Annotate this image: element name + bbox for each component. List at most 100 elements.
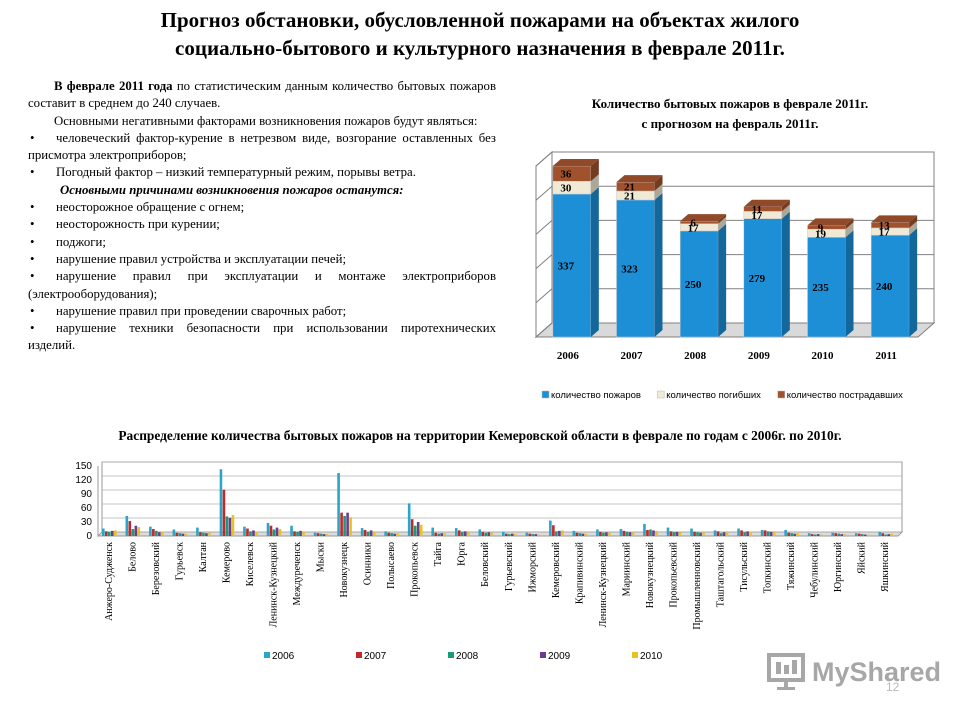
x-tick-label: 2007: [621, 350, 644, 362]
stack-segment-side: [590, 174, 599, 195]
page-title-line1: Прогноз обстановки, обусловленной пожара…: [160, 8, 800, 32]
data-label: 21: [624, 190, 635, 202]
bullet-icon: •: [30, 303, 35, 318]
stack-segment-side: [590, 159, 599, 182]
stack-segment-top: [807, 218, 854, 226]
gridline: [535, 288, 934, 304]
legend-swatch: [777, 390, 786, 399]
stack-segment-top: [743, 199, 790, 207]
stack-segment: [616, 190, 655, 201]
stack-segment: [743, 211, 783, 219]
stack-segment-side: [909, 215, 918, 228]
page-title: Прогноз обстановки, обусловленной пожара…: [20, 6, 940, 62]
stack-segment: [552, 181, 592, 195]
cause-text: нарушение техники безопасности при испол…: [28, 321, 496, 353]
factors-intro: Основными негативными факторами возникно…: [54, 113, 478, 128]
stack-segment-side: [590, 187, 599, 337]
legend-label: количество пожаров: [551, 390, 641, 401]
stacked-chart-title-line1: Количество бытовых пожаров в феврале 201…: [591, 96, 869, 111]
data-label: 6: [690, 217, 696, 229]
stack-segment: [552, 165, 592, 182]
bullet-icon: •: [30, 321, 35, 336]
logo-text: MyShared: [812, 657, 942, 687]
stack-segment-side: [781, 204, 790, 219]
cause-text: неосторожное обращение с огнем;: [56, 200, 245, 215]
stack-segment: [870, 227, 910, 236]
myshared-logo: MyShared: [766, 652, 952, 696]
gridline: [535, 322, 934, 338]
data-label: 337: [558, 261, 575, 273]
stack-segment-side: [781, 211, 790, 337]
stack-segment-side: [718, 223, 727, 337]
x-tick-label: 2011: [875, 350, 896, 362]
data-label: 17: [751, 210, 763, 222]
bullet-icon: •: [30, 234, 35, 249]
data-label: 11: [752, 204, 762, 216]
stack-segment: [870, 222, 910, 229]
stacked-chart-title-line2: с прогнозом на февраль 2011г.: [641, 116, 819, 131]
stack-segment-side: [909, 228, 918, 337]
data-label: 36: [560, 169, 572, 181]
stack-segment: [743, 218, 783, 338]
side-wall: [535, 150, 553, 339]
data-label: 323: [621, 263, 638, 275]
stack-segment: [616, 199, 655, 338]
stack-segment: [807, 237, 846, 338]
stack-segment: [552, 193, 592, 338]
data-label: 279: [749, 273, 766, 285]
gridline: [535, 185, 934, 201]
data-label: 30: [560, 183, 572, 195]
data-label: 17: [879, 227, 891, 239]
stack-segment: [807, 228, 846, 238]
stack-segment-side: [909, 220, 918, 236]
x-tick-label: 2008: [684, 350, 707, 362]
data-label: 17: [688, 222, 700, 234]
cause-text: поджоги;: [56, 234, 106, 249]
stack-segment-top: [680, 214, 727, 222]
factor-text: человеческий фактор-курение в нетрезвом …: [28, 130, 496, 163]
presentation-icon: [767, 653, 805, 690]
cause-text: нарушение правил при проведении сварочны…: [56, 303, 347, 318]
stack-segment-side: [845, 222, 854, 238]
data-label: 13: [879, 220, 891, 232]
data-label: 19: [815, 228, 827, 240]
cause-text: нарушение правил устройства и эксплуатац…: [56, 251, 346, 266]
cause-item: • нарушение правил при эксплуатации и мон…: [28, 268, 496, 303]
stack-segment-side: [654, 192, 663, 337]
legend-label: количество погибших: [666, 390, 761, 401]
bullet-icon: •: [30, 165, 35, 180]
stacked-chart-plot: 3373036200632321212007250176200827917112…: [534, 150, 936, 362]
forecast-rest: по статистическим данным количество быто…: [28, 79, 496, 111]
stack-segment-side: [845, 218, 854, 230]
gridline: [535, 254, 934, 269]
forecast-lead: В феврале 2011 года: [54, 79, 173, 93]
data-label: 250: [685, 279, 702, 291]
stacked-legend: количество пожаров количество погибших кол…: [541, 390, 903, 401]
factor-item: • Погодный фактор – низкий температурный …: [28, 164, 496, 181]
stack-segment-top: [552, 159, 599, 166]
cause-item: • нарушение правил устройства и эксплуата…: [28, 251, 496, 268]
bullet-icon: •: [30, 251, 35, 266]
x-tick-label: 2009: [748, 350, 771, 362]
causes-heading: Основными причинами возникновения пожаро…: [60, 182, 404, 197]
data-label: 21: [624, 182, 635, 194]
stack-segment: [807, 225, 846, 230]
stack-segment: [679, 223, 719, 232]
cause-text: нарушение правил при эксплуатации и монт…: [28, 269, 496, 301]
stack-segment-side: [781, 199, 790, 212]
gridline: [535, 219, 934, 235]
stack-segment: [743, 206, 783, 212]
cause-text: неосторожность при курении;: [56, 217, 220, 232]
cause-item: • поджоги;: [28, 234, 496, 251]
stack-segment-top: [616, 175, 663, 183]
gridline: [535, 151, 934, 167]
bullet-icon: •: [30, 130, 35, 145]
factor-text: Погодный фактор – низкий температурный р…: [56, 165, 416, 180]
stack-segment-side: [654, 184, 663, 200]
district-chart-title: Распределение количества бытовых пожаров…: [118, 428, 842, 443]
bullet-icon: •: [30, 269, 35, 284]
stack-segment-side: [845, 230, 854, 337]
stack-segment: [616, 181, 655, 192]
bullet-icon: •: [30, 200, 35, 215]
